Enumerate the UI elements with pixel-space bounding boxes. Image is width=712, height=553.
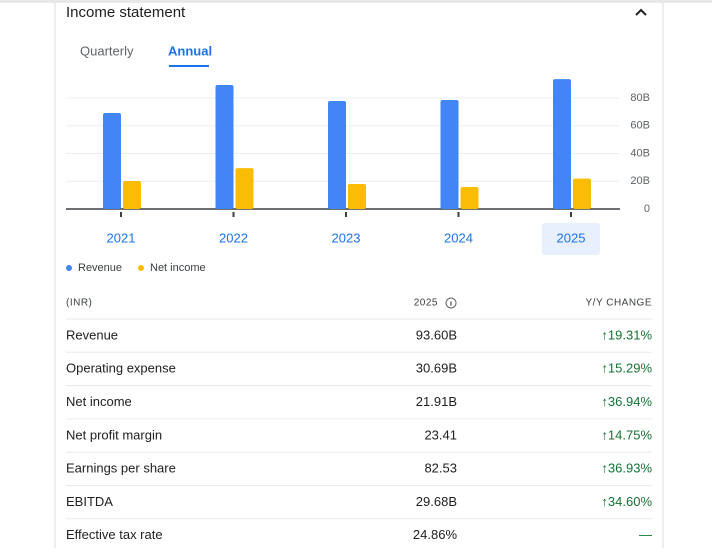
bar: [123, 180, 141, 209]
cell: 24.86%: [413, 527, 458, 542]
cell: ↑19.31%: [601, 327, 652, 342]
top-shadow: [0, 0, 712, 3]
legend-dot: [138, 265, 144, 271]
cell: —: [639, 527, 652, 542]
cell: ↑15.29%: [601, 361, 652, 376]
cell: Net income: [66, 394, 132, 409]
x-tick-label: 2023: [332, 230, 361, 245]
y-tick-label: 80B: [630, 92, 650, 104]
bar: [328, 101, 346, 209]
cell: 23.41: [424, 427, 457, 442]
legend-label: Net income: [150, 262, 206, 274]
x-tick-label: 2025: [557, 230, 586, 245]
cell: EBITDA: [66, 494, 113, 509]
cell: 93.60B: [416, 327, 457, 342]
bar: [215, 84, 234, 209]
tab-active[interactable]: Annual: [168, 43, 212, 58]
bar: [235, 168, 254, 209]
tab[interactable]: Quarterly: [80, 43, 134, 58]
cell: Effective tax rate: [66, 527, 163, 542]
legend-dot: [66, 265, 72, 271]
x-tick-label: 2022: [219, 230, 248, 245]
bar: [440, 99, 459, 209]
y-tick-label: 20B: [630, 175, 650, 187]
y-tick-label: 0: [644, 203, 650, 215]
cell: Net profit margin: [66, 427, 162, 442]
y-tick-label: 60B: [630, 120, 650, 132]
cell: Operating expense: [66, 361, 176, 376]
cell: Revenue: [66, 327, 118, 342]
bar: [460, 186, 479, 209]
card-title: Income statement: [66, 4, 186, 21]
cell: ↑36.94%: [601, 394, 652, 409]
bar: [573, 178, 591, 209]
selected-category: [542, 223, 600, 255]
chart: 0 20B 40B 60B 80B 2021 2022 2023 2024 2025 Revenue…: [66, 79, 650, 274]
cell: ↑14.75%: [601, 427, 652, 442]
x-tick-label: 2021: [107, 230, 136, 245]
column-header: 2025: [414, 298, 438, 309]
cell: ↑34.60%: [601, 494, 652, 509]
cell: Earnings per share: [66, 461, 176, 476]
tab-underline: [169, 65, 209, 67]
y-tick-label: 40B: [630, 147, 650, 159]
cell: ↑36.93%: [601, 461, 652, 476]
legend-label: Revenue: [78, 262, 122, 274]
bar: [553, 79, 571, 209]
cell: 30.69B: [416, 361, 457, 376]
cell: 29.68B: [416, 494, 457, 509]
cell: 21.91B: [416, 394, 457, 409]
bar: [103, 112, 121, 209]
table: (INR) 2025 Y/Y CHANGE Revenue 93.60B ↑19.31% O…: [66, 297, 653, 542]
info-icon-dot: [450, 301, 452, 306]
column-header: (INR): [66, 298, 92, 309]
cell: 82.53: [424, 461, 457, 476]
bar: [348, 184, 366, 209]
column-header: Y/Y CHANGE: [586, 298, 653, 309]
info-icon: [445, 297, 457, 309]
collapse-icon[interactable]: [635, 8, 647, 16]
x-tick-label: 2024: [444, 230, 473, 245]
